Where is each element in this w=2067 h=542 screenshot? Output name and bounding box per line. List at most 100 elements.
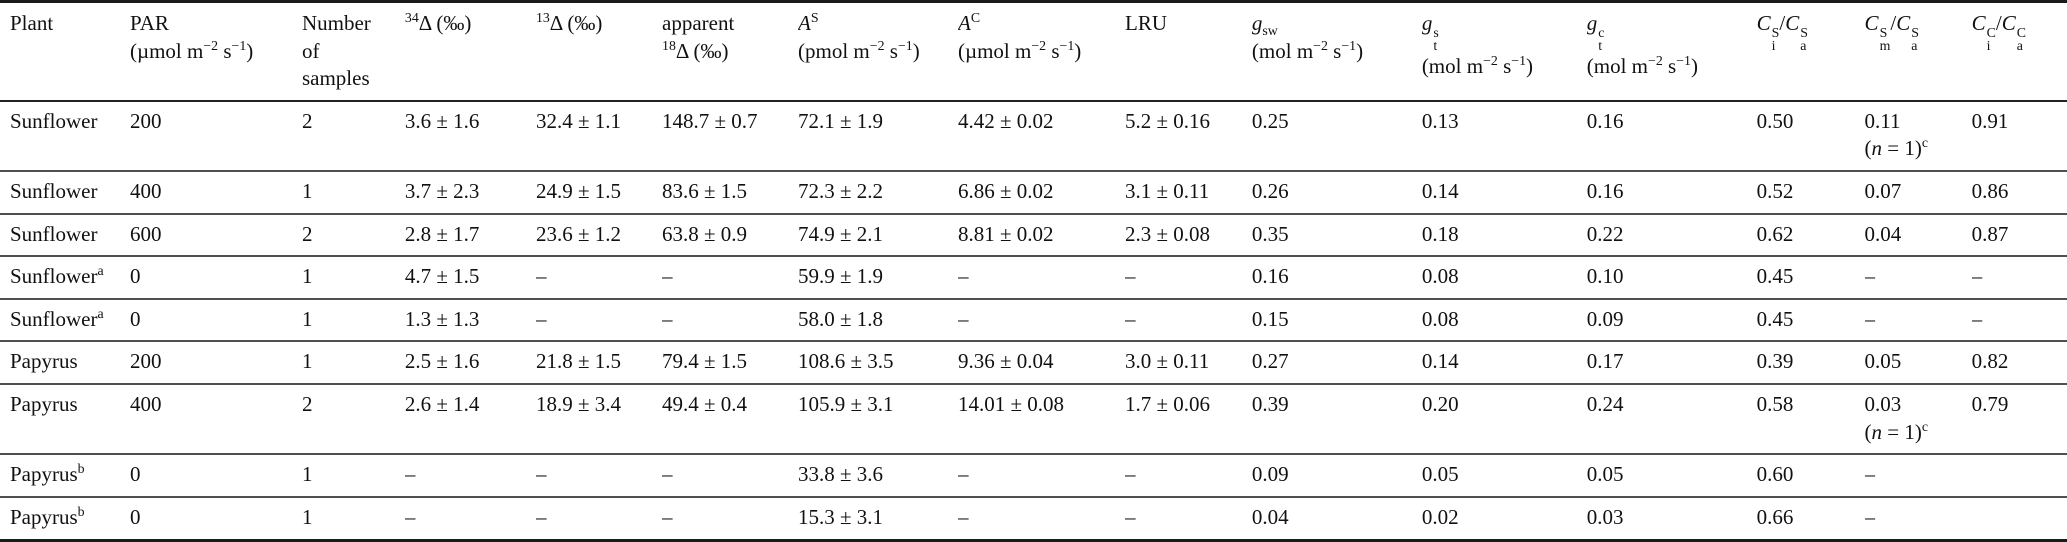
cell-cis: 0.60 <box>1756 462 1794 487</box>
cell-gts: 0.20 <box>1421 392 1459 417</box>
header-row: Plant PAR (µmol m−2 s−1) Number of samples 34Δ… <box>0 2 2067 101</box>
table-row: Sunflower 200 2 3.6 ± 1.6 32.4 ± 1.1 148.7 ± … <box>0 101 2067 172</box>
cell-d34: – <box>404 462 416 487</box>
cell-samples: 1 <box>301 264 313 289</box>
cell-cic: 0.79 <box>1971 392 2009 417</box>
cell-ac: 14.01 ± 0.08 <box>958 392 1065 417</box>
cell-gtc: 0.03 <box>1586 504 1624 529</box>
cell-lru: 3.1 ± 0.11 <box>1125 179 1210 204</box>
cell-ac: 6.86 ± 0.02 <box>958 179 1054 204</box>
cell-gtc: 0.16 <box>1586 108 1624 133</box>
cell-cms: 0.04 <box>1864 221 1902 246</box>
cell-d34: 1.3 ± 1.3 <box>404 306 480 331</box>
cell-d13: – <box>535 306 547 331</box>
cell-gsw: 0.35 <box>1251 221 1289 246</box>
table-body: Sunflower 200 2 3.6 ± 1.6 32.4 ± 1.1 148.7 ± … <box>0 101 2067 541</box>
cell-samples: 2 <box>301 221 313 246</box>
cell-cis: 0.66 <box>1756 504 1794 529</box>
cell-as: 15.3 ± 3.1 <box>798 504 884 529</box>
cell-d18: – <box>662 504 673 529</box>
cell-gsw: 0.25 <box>1251 108 1289 133</box>
cell-plant: Sunflower <box>10 221 98 246</box>
cell-d34: 3.6 ± 1.6 <box>404 108 480 133</box>
cell-cic: 0.82 <box>1971 349 2009 374</box>
cell-lru: 5.2 ± 0.16 <box>1125 108 1211 133</box>
cell-gts: 0.14 <box>1421 179 1459 204</box>
cell-cic: 0.87 <box>1971 221 2009 246</box>
cell-as: 59.9 ± 1.9 <box>798 264 884 289</box>
cell-cms: – <box>1864 264 1876 289</box>
cell-gtc: 0.09 <box>1586 306 1624 331</box>
cell-par: 400 <box>130 179 162 204</box>
cell-as: 105.9 ± 3.1 <box>798 392 894 417</box>
column-header-par: PAR (µmol m−2 s−1) <box>130 11 254 63</box>
cell-d34: 2.5 ± 1.6 <box>404 349 480 374</box>
cell-gts: 0.08 <box>1421 264 1459 289</box>
cell-cms: 0.07 <box>1864 179 1902 204</box>
cell-d13: – <box>535 504 547 529</box>
cell-d18: 63.8 ± 0.9 <box>662 221 748 246</box>
cell-gsw: 0.26 <box>1251 179 1289 204</box>
cell-gtc: 0.24 <box>1586 392 1624 417</box>
cell-d34: 4.7 ± 1.5 <box>404 264 480 289</box>
cell-samples: 1 <box>301 349 313 374</box>
cell-ac: 8.81 ± 0.02 <box>958 221 1054 246</box>
cell-d18: – <box>662 264 673 289</box>
cell-samples: 1 <box>301 179 313 204</box>
cell-plant: Papyrusb <box>10 461 85 487</box>
cell-gts: 0.13 <box>1421 108 1459 133</box>
cell-gsw: 0.27 <box>1251 349 1289 374</box>
cell-gsw: 0.04 <box>1251 504 1289 529</box>
cell-d13: 18.9 ± 3.4 <box>535 392 621 417</box>
cell-gts: 0.14 <box>1421 349 1459 374</box>
table-row: Papyrus 400 2 2.6 ± 1.4 18.9 ± 3.4 49.4 ± 0.4… <box>0 384 2067 455</box>
cell-gtc: 0.16 <box>1586 179 1624 204</box>
cell-d18: – <box>662 462 673 487</box>
column-header-plant: Plant <box>10 11 54 35</box>
cell-lru: – <box>1125 306 1136 331</box>
cell-cms: – <box>1864 462 1876 487</box>
cell-par: 0 <box>130 462 141 487</box>
cell-lru: 1.7 ± 0.06 <box>1125 392 1211 417</box>
cell-d18: 79.4 ± 1.5 <box>662 349 748 374</box>
cell-cic <box>1972 497 2067 540</box>
table-row: Papyrusb 0 1 – – – 15.3 ± 3.1 – – 0.04 0.02 0.03 0.6… <box>0 497 2067 541</box>
cell-par: 600 <box>130 221 162 246</box>
cell-par: 0 <box>130 306 141 331</box>
cell-as: 72.1 ± 1.9 <box>798 108 884 133</box>
cell-d18: 148.7 ± 0.7 <box>662 108 758 133</box>
column-header-gtc: g c t (mol m−2 s−1) <box>1586 11 1698 79</box>
cell-cic: – <box>1971 264 1983 289</box>
cell-d34: – <box>404 504 416 529</box>
cell-cms: 0.03 (n = 1)c <box>1864 392 1929 444</box>
cell-cic: 0.86 <box>1971 179 2009 204</box>
cell-ac: – <box>958 462 969 487</box>
cell-gsw: 0.16 <box>1251 264 1289 289</box>
cell-as: 72.3 ± 2.2 <box>798 179 884 204</box>
cell-gsw: 0.15 <box>1251 306 1289 331</box>
table-row: Sunflower 600 2 2.8 ± 1.7 23.6 ± 1.2 63.8 ± 0… <box>0 214 2067 257</box>
cell-plant: Sunflowera <box>10 263 104 289</box>
cell-d18: – <box>662 306 673 331</box>
cell-par: 0 <box>130 504 141 529</box>
cell-d13: 32.4 ± 1.1 <box>535 108 621 133</box>
cell-lru: – <box>1125 462 1136 487</box>
cell-par: 200 <box>130 108 162 133</box>
cell-cis: 0.50 <box>1756 108 1794 133</box>
cell-gsw: 0.09 <box>1251 462 1289 487</box>
cell-samples: 1 <box>301 504 313 529</box>
table-row: Sunflowera 0 1 1.3 ± 1.3 – – 58.0 ± 1.8 – – 0.15 0… <box>0 299 2067 342</box>
cell-gtc: 0.10 <box>1586 264 1624 289</box>
cell-as: 108.6 ± 3.5 <box>798 349 894 374</box>
table-row: Sunflower 400 1 3.7 ± 2.3 24.9 ± 1.5 83.6 ± 1… <box>0 171 2067 214</box>
cell-ac: – <box>958 306 969 331</box>
cell-d13: – <box>535 462 547 487</box>
column-header-d18: apparent 18Δ (‰) <box>662 11 735 63</box>
cell-par: 400 <box>130 392 162 417</box>
cell-d18: 83.6 ± 1.5 <box>662 179 748 204</box>
cell-samples: 1 <box>301 306 313 331</box>
cell-plant: Papyrus <box>10 349 78 374</box>
cell-cic: – <box>1971 306 1983 331</box>
